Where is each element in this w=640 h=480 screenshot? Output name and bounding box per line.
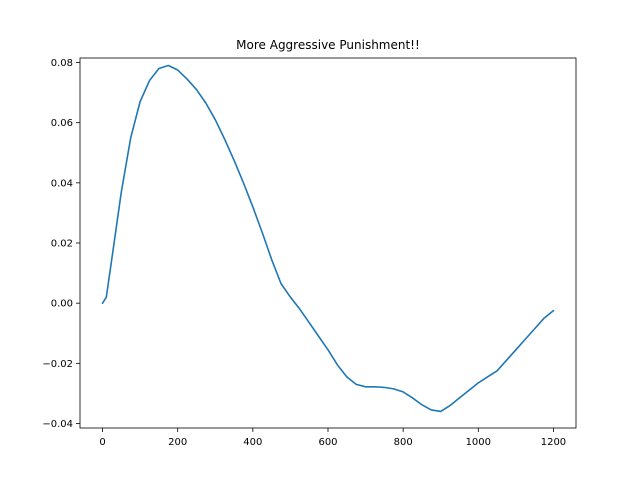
series-line-0 xyxy=(101,64,555,413)
plot-area xyxy=(101,64,555,413)
chart-title: More Aggressive Punishment!! xyxy=(236,38,420,52)
x-tick-label: 1000 xyxy=(466,437,491,448)
y-tick-label: −0.02 xyxy=(42,359,73,370)
x-tick-label: 600 xyxy=(318,437,337,448)
y-tick-label: 0.04 xyxy=(51,178,73,189)
y-tick-label: 0.00 xyxy=(51,299,73,310)
x-axis: 0 200 400 600 800 1000 1200 xyxy=(99,428,566,448)
y-tick-label: 0.06 xyxy=(51,118,73,129)
y-axis: −0.04 −0.02 0.00 0.02 0.04 0.06 0.08 xyxy=(42,58,80,430)
y-tick-label: −0.04 xyxy=(42,419,73,430)
x-tick-label: 400 xyxy=(243,437,262,448)
x-tick-label: 200 xyxy=(168,437,187,448)
y-tick-label: 0.08 xyxy=(51,58,73,69)
axes-frame xyxy=(79,57,577,429)
x-tick-label: 1200 xyxy=(541,437,566,448)
x-tick-label: 800 xyxy=(394,437,413,448)
y-tick-label: 0.02 xyxy=(51,239,73,250)
x-tick-label: 0 xyxy=(99,437,105,448)
